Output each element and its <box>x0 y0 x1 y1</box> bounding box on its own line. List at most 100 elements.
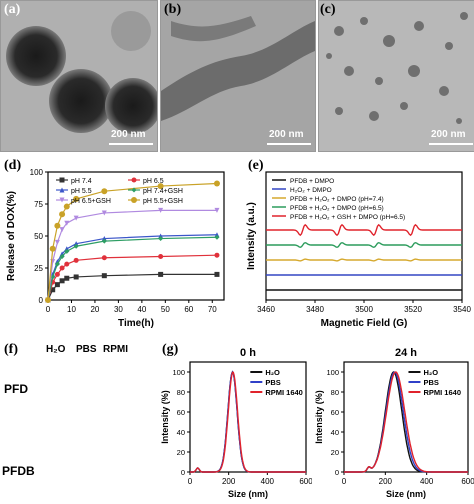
legend-label: PFDB + H₂O₂ + GSH + DMPO (pH=6.5) <box>290 214 405 221</box>
y-tick-label: 60 <box>177 408 185 417</box>
data-point <box>101 236 107 242</box>
x-tick-label: 50 <box>161 305 170 314</box>
y-axis-label: Intensity (%) <box>314 390 324 444</box>
row-label: PFD <box>4 382 28 396</box>
tube-graphic <box>42 356 138 504</box>
data-point <box>73 274 79 280</box>
x-tick-label: 10 <box>67 305 76 314</box>
data-point <box>59 187 65 193</box>
data-point <box>64 261 70 267</box>
legend-label: H₂O <box>423 368 438 377</box>
x-tick-label: 0 <box>188 477 193 486</box>
data-point <box>157 183 164 190</box>
y-tick-label: 50 <box>34 232 43 241</box>
x-tick-label: 3540 <box>453 305 471 314</box>
data-point <box>101 188 108 195</box>
x-axis-label: Size (nm) <box>228 489 268 499</box>
data-point <box>214 252 220 258</box>
dls-chart-24h: 24 h 0 200 400 600 0 20 40 60 80 100 Size (nm) Inten… <box>314 347 474 499</box>
size-distribution-line <box>190 370 306 473</box>
legend-label: PFDB + DMPO <box>290 178 334 185</box>
x-tick-label: 0 <box>342 477 347 486</box>
data-point <box>214 234 220 240</box>
legend-label: RPMI 1640 <box>423 388 461 397</box>
tube-label: PBS <box>76 344 97 355</box>
data-point <box>59 211 66 218</box>
data-point <box>59 177 65 183</box>
legend-label: H₂O <box>265 368 280 377</box>
data-point <box>158 233 164 239</box>
panel-label-f: (f) <box>4 342 18 357</box>
y-tick-label: 0 <box>335 468 339 477</box>
panel-label-c: (c) <box>320 2 336 17</box>
tem-b-graphic <box>161 1 315 151</box>
x-tick-label: 600 <box>299 477 312 486</box>
data-point <box>214 232 220 238</box>
data-point <box>64 248 70 254</box>
spectrum-line <box>266 241 462 249</box>
data-point <box>131 187 137 193</box>
x-tick-label: 400 <box>420 477 434 486</box>
data-point <box>59 265 65 271</box>
data-point <box>54 222 61 229</box>
y-tick-label: 20 <box>331 448 339 457</box>
data-point <box>214 271 220 277</box>
data-point <box>73 241 79 247</box>
data-point <box>54 239 60 245</box>
scale-bar <box>109 143 153 145</box>
series-line <box>47 234 217 301</box>
plot-frame <box>189 361 307 473</box>
x-tick-label: 60 <box>184 305 193 314</box>
tem-image-a: 200 nm <box>0 0 158 152</box>
data-point <box>59 197 65 203</box>
x-tick-label: 70 <box>208 305 217 314</box>
y-tick-label: 100 <box>30 168 44 177</box>
data-point <box>59 278 65 284</box>
row-label: PFDB <box>2 464 35 478</box>
x-tick-label: 3460 <box>257 305 275 314</box>
size-distribution-line <box>344 371 468 473</box>
legend-label: pH 7.4+GSH <box>143 188 183 195</box>
x-axis-label: Magnetic Field (G) <box>321 318 408 329</box>
y-tick-label: 0 <box>181 468 185 477</box>
esr-spectrum-chart: 3460 3480 3500 3520 3540 Magnetic Field (G) In… <box>246 171 471 329</box>
y-tick-label: 100 <box>172 368 185 377</box>
tem-image-b: 200 nm <box>160 0 316 152</box>
x-tick-label: 400 <box>261 477 275 486</box>
legend-label: pH 6.5 <box>143 178 164 185</box>
data-point <box>59 253 65 259</box>
legend-label: H₂O₂ + DMPO <box>290 187 332 194</box>
panel-label-e: (e) <box>248 158 264 173</box>
x-tick-label: 200 <box>379 477 393 486</box>
data-point <box>50 274 56 280</box>
x-tick-label: 600 <box>461 477 474 486</box>
data-point <box>213 180 220 187</box>
legend-label: pH 7.4 <box>71 178 92 185</box>
data-point <box>158 253 164 259</box>
panel-label-a: (a) <box>4 2 21 17</box>
tem-c-graphic <box>319 1 474 151</box>
x-axis-label: Size (nm) <box>386 489 426 499</box>
data-point <box>49 245 56 252</box>
nanoparticle <box>105 78 157 134</box>
nanoparticle <box>49 69 113 133</box>
dox-release-chart: 0 10 20 30 40 50 60 70 0 25 50 75 100 Time(h) Release … <box>6 168 225 329</box>
x-tick-label: 0 <box>46 305 51 314</box>
y-tick-label: 20 <box>177 448 185 457</box>
legend-label: PBS <box>423 378 438 387</box>
data-point <box>63 203 70 210</box>
dls-chart-0h: 0 h 0 200 400 600 0 20 40 60 80 100 Size (nm) Intens… <box>160 347 312 499</box>
x-axis-label: Time(h) <box>118 318 154 329</box>
data-point <box>73 215 79 221</box>
panel-label-g: (g) <box>162 342 179 357</box>
data-point <box>54 271 60 277</box>
series-line <box>47 236 217 301</box>
scale-bar <box>267 143 311 145</box>
y-tick-label: 80 <box>331 388 339 397</box>
data-point <box>214 207 220 213</box>
data-point <box>101 210 107 216</box>
data-point <box>158 271 164 277</box>
x-tick-label: 3480 <box>306 305 324 314</box>
data-point <box>54 261 60 267</box>
spectrum-line <box>266 258 462 262</box>
